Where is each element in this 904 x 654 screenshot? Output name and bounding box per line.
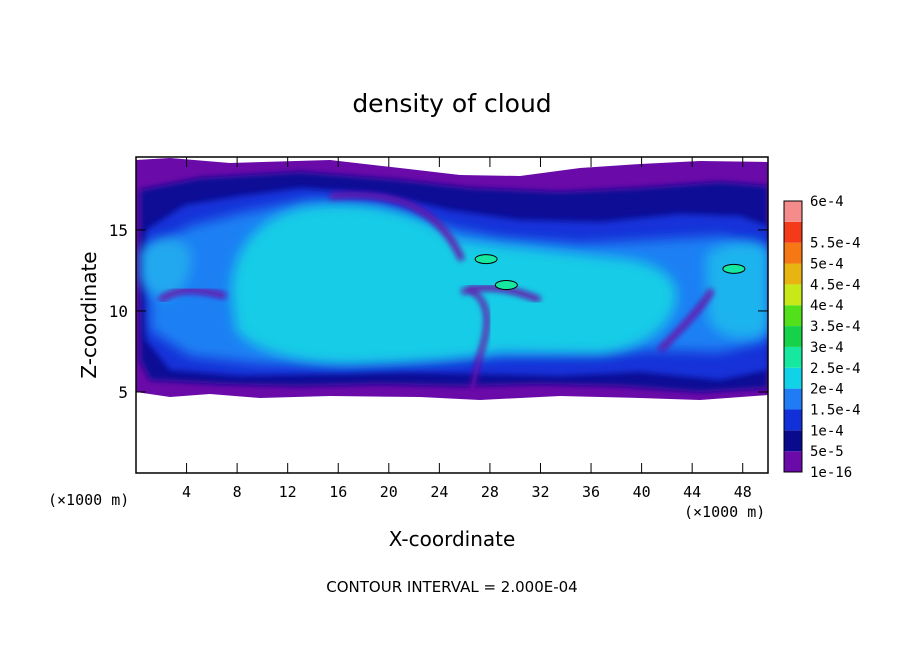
x-tick-label: 24 — [430, 483, 448, 501]
colorbar-label: 4e-4 — [810, 298, 844, 314]
x-tick-label: 12 — [279, 483, 297, 501]
colorbar-swatch — [784, 388, 802, 410]
colorbar-label: 5e-4 — [810, 257, 844, 273]
colorbar-swatch — [784, 346, 802, 368]
x-tick-label: 28 — [481, 483, 499, 501]
colorbar-label: 5.5e-4 — [810, 236, 861, 252]
colorbar-swatch — [784, 367, 802, 389]
colorbar-label: 5e-5 — [810, 444, 844, 460]
colorbar-label: 1.5e-4 — [810, 402, 861, 418]
colorbar-swatch — [784, 430, 802, 452]
y-tick-label: 15 — [109, 221, 128, 240]
x-tick-label: 44 — [683, 483, 701, 501]
contour-island — [494, 280, 518, 291]
x-tick-label: 48 — [734, 483, 752, 501]
colorbar-swatch — [784, 201, 802, 222]
x-axis-label: X-coordinate — [389, 527, 516, 551]
plot-frame — [135, 156, 769, 474]
colorbar-swatch — [784, 451, 802, 472]
density-field — [136, 158, 768, 400]
cloud-right-cell — [706, 242, 768, 339]
y-tick-label: 10 — [109, 302, 128, 321]
purple-streak-arch — [329, 192, 465, 262]
contour-islands — [474, 254, 746, 291]
colorbar-label: 3e-4 — [810, 340, 844, 356]
colorbar-swatch — [784, 242, 802, 264]
contour-island — [474, 254, 498, 265]
colorbar-swatch — [784, 221, 802, 243]
x-tick-label: 36 — [582, 483, 600, 501]
contour-island — [722, 263, 746, 274]
purple-streak-left — [158, 287, 227, 303]
x-tick-label: 40 — [633, 483, 651, 501]
colorbar-label: 6e-4 — [810, 194, 844, 210]
y-tick-label: 5 — [118, 383, 128, 402]
x-ticks: 4 8 12 16 20 24 28 32 36 40 44 48 — [182, 157, 752, 501]
colorbar-frame — [783, 200, 803, 473]
colorbar-label: 3.5e-4 — [810, 319, 861, 335]
colorbar-swatch — [784, 305, 802, 327]
colorbar-label: 2e-4 — [810, 382, 844, 398]
colorbar-label: 1e-16 — [810, 465, 852, 481]
cloud-left-cell — [140, 238, 192, 299]
colorbar-swatch — [784, 409, 802, 431]
colorbar-label: 1e-4 — [810, 423, 844, 439]
x-tick-label: 32 — [531, 483, 549, 501]
contour-interval-note: CONTOUR INTERVAL = 2.000E-04 — [326, 578, 577, 596]
colorbar-label: 2.5e-4 — [810, 361, 861, 377]
purple-streak-right — [657, 288, 715, 353]
x-tick-label: 16 — [329, 483, 347, 501]
x-unit-right: (×1000 m) — [684, 503, 765, 521]
purple-streak-trunk — [468, 287, 490, 391]
colorbar-swatch — [784, 284, 802, 306]
cloud-main-cell — [231, 204, 677, 365]
y-ticks: 5 10 15 — [109, 221, 768, 402]
colorbar: 1e-16 5e-5 1e-4 1.5e-4 2e-4 2.5e-4 3e-4 3.5e-4 4… — [783, 194, 861, 481]
x-unit-left: (×1000 m) — [48, 491, 129, 509]
y-axis-label: Z-coordinate — [77, 251, 101, 378]
x-tick-label: 20 — [380, 483, 398, 501]
colorbar-swatch — [784, 263, 802, 285]
colorbar-swatch — [784, 326, 802, 347]
x-tick-label: 8 — [233, 483, 242, 501]
x-tick-label: 4 — [182, 483, 191, 501]
chart-title: density of cloud — [352, 89, 551, 118]
colorbar-label: 4.5e-4 — [810, 277, 861, 293]
